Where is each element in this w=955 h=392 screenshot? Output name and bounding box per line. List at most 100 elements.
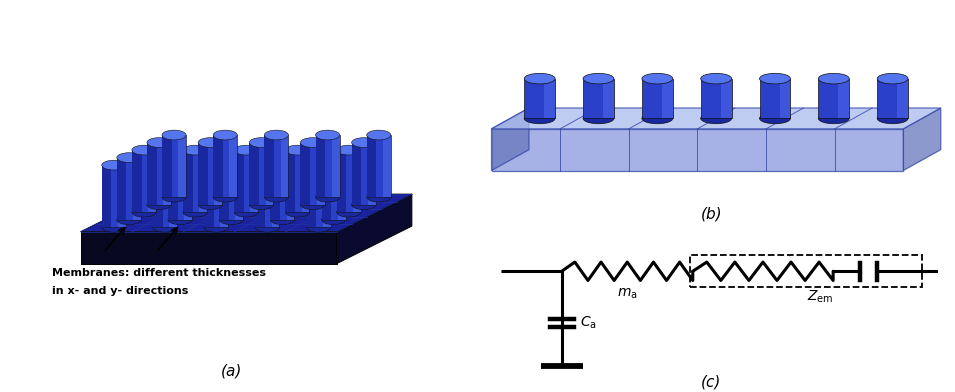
Ellipse shape [818, 113, 849, 124]
Ellipse shape [270, 153, 294, 163]
Ellipse shape [102, 160, 126, 170]
Polygon shape [265, 135, 288, 197]
Polygon shape [367, 135, 376, 197]
Polygon shape [80, 194, 412, 232]
Polygon shape [336, 150, 361, 212]
Ellipse shape [255, 160, 280, 170]
Polygon shape [323, 165, 330, 227]
Ellipse shape [153, 160, 177, 170]
Ellipse shape [524, 73, 555, 84]
Ellipse shape [132, 145, 156, 155]
Ellipse shape [336, 145, 361, 155]
Ellipse shape [307, 222, 330, 232]
Ellipse shape [584, 73, 614, 84]
Polygon shape [322, 158, 346, 220]
Polygon shape [132, 150, 141, 212]
Ellipse shape [162, 192, 186, 202]
Polygon shape [220, 158, 244, 220]
Polygon shape [147, 143, 157, 205]
Ellipse shape [249, 138, 273, 147]
Polygon shape [153, 165, 162, 227]
Polygon shape [903, 108, 941, 171]
Ellipse shape [818, 73, 849, 84]
Polygon shape [198, 143, 208, 205]
Polygon shape [168, 158, 178, 220]
Ellipse shape [102, 222, 126, 232]
Polygon shape [383, 135, 391, 197]
Polygon shape [221, 165, 228, 227]
Polygon shape [336, 150, 347, 212]
Polygon shape [117, 158, 141, 220]
Polygon shape [204, 165, 214, 227]
Ellipse shape [204, 160, 228, 170]
Polygon shape [315, 135, 340, 197]
Ellipse shape [183, 207, 207, 217]
Polygon shape [524, 79, 555, 118]
Polygon shape [118, 165, 126, 227]
Ellipse shape [234, 145, 258, 155]
Polygon shape [102, 165, 112, 227]
Ellipse shape [162, 130, 186, 140]
Polygon shape [322, 158, 331, 220]
Polygon shape [492, 108, 529, 171]
Polygon shape [229, 135, 237, 197]
Polygon shape [544, 79, 555, 118]
Ellipse shape [642, 113, 672, 124]
Ellipse shape [213, 130, 237, 140]
Ellipse shape [301, 138, 325, 147]
Polygon shape [271, 165, 280, 227]
Polygon shape [701, 79, 732, 118]
Polygon shape [179, 135, 186, 197]
Polygon shape [220, 158, 229, 220]
Polygon shape [183, 150, 207, 212]
Polygon shape [162, 135, 186, 197]
Polygon shape [338, 158, 346, 220]
Ellipse shape [270, 215, 294, 225]
Ellipse shape [198, 200, 223, 210]
Polygon shape [352, 150, 361, 212]
Ellipse shape [249, 200, 273, 210]
Polygon shape [317, 143, 325, 205]
Ellipse shape [117, 153, 141, 163]
Polygon shape [779, 79, 791, 118]
Polygon shape [213, 135, 223, 197]
Polygon shape [200, 150, 207, 212]
Polygon shape [270, 158, 280, 220]
Polygon shape [270, 158, 294, 220]
Ellipse shape [701, 73, 732, 84]
Ellipse shape [336, 207, 361, 217]
Ellipse shape [286, 145, 309, 155]
Polygon shape [162, 135, 172, 197]
Polygon shape [102, 165, 126, 227]
Polygon shape [255, 165, 265, 227]
Polygon shape [584, 79, 614, 118]
Ellipse shape [367, 130, 391, 140]
Ellipse shape [524, 113, 555, 124]
Polygon shape [250, 150, 258, 212]
Ellipse shape [759, 73, 791, 84]
Ellipse shape [642, 73, 672, 84]
Text: (b): (b) [701, 207, 722, 222]
Polygon shape [204, 165, 228, 227]
Text: Membranes: different thicknesses: Membranes: different thicknesses [53, 267, 266, 278]
Polygon shape [367, 135, 391, 197]
Polygon shape [286, 158, 294, 220]
Polygon shape [249, 143, 273, 205]
Text: $Z_{\mathrm{em}}$: $Z_{\mathrm{em}}$ [807, 289, 834, 305]
Ellipse shape [759, 113, 791, 124]
Ellipse shape [183, 145, 207, 155]
Text: $C_{\mathrm{a}}$: $C_{\mathrm{a}}$ [580, 315, 596, 331]
Ellipse shape [315, 192, 340, 202]
Polygon shape [255, 165, 280, 227]
Ellipse shape [117, 215, 141, 225]
Polygon shape [148, 150, 156, 212]
Polygon shape [301, 143, 310, 205]
Polygon shape [169, 165, 177, 227]
Polygon shape [184, 158, 192, 220]
Polygon shape [198, 143, 223, 205]
Polygon shape [183, 150, 193, 212]
Ellipse shape [153, 222, 177, 232]
Ellipse shape [322, 153, 346, 163]
Ellipse shape [307, 160, 330, 170]
Polygon shape [838, 79, 849, 118]
